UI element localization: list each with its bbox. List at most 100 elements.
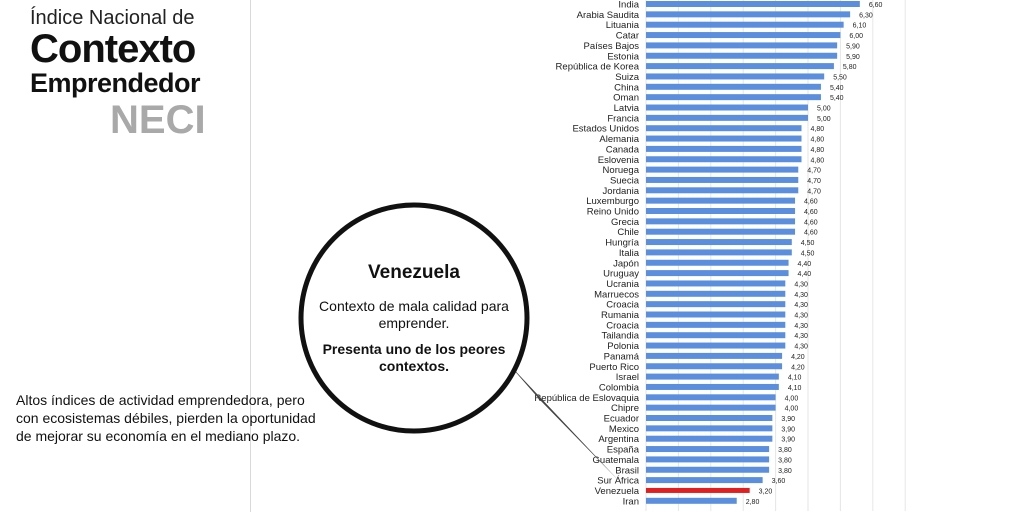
category-label: Grecia — [611, 217, 640, 228]
category-label: Hungría — [605, 238, 640, 249]
bar — [646, 176, 799, 183]
bar — [646, 311, 786, 318]
bar — [646, 94, 821, 101]
category-label: Puerto Rico — [589, 362, 639, 373]
bar — [646, 415, 773, 421]
category-label: República de Korea — [556, 62, 640, 73]
value-label: 4,80 — [811, 147, 825, 154]
value-label: 4,30 — [794, 281, 808, 288]
category-label: Catar — [616, 31, 639, 42]
category-label: Italia — [619, 248, 640, 259]
category-label: Países Bajos — [584, 41, 640, 52]
bar — [646, 208, 796, 214]
category-label: India — [618, 0, 639, 11]
value-label: 3,80 — [778, 447, 792, 454]
category-label: Suiza — [615, 72, 639, 83]
bar — [646, 290, 786, 297]
category-label: Chipre — [611, 403, 639, 414]
value-label: 3,90 — [781, 437, 795, 444]
bar — [646, 259, 789, 266]
bar — [646, 73, 825, 80]
callout-pointer — [505, 360, 620, 482]
bar — [646, 270, 789, 277]
title-acronym: NECI — [110, 98, 206, 142]
category-label: Argentina — [598, 434, 639, 445]
title-line-3: Emprendedor — [30, 68, 201, 98]
category-label: Alemania — [599, 134, 639, 145]
category-label: Oman — [613, 93, 639, 104]
bar — [646, 404, 776, 411]
value-label: 5,80 — [843, 64, 857, 71]
value-label: 5,00 — [817, 106, 831, 113]
value-label: 6,00 — [849, 33, 863, 40]
value-label: 4,80 — [811, 137, 825, 144]
value-label: 3,90 — [781, 426, 795, 433]
bar — [646, 135, 802, 142]
value-label: 4,10 — [788, 385, 802, 392]
bar — [646, 63, 834, 70]
bar — [646, 249, 792, 256]
value-label: 4,30 — [794, 333, 808, 340]
value-label: 4,60 — [804, 199, 818, 206]
category-label: China — [614, 82, 640, 93]
bar — [646, 156, 802, 163]
bar — [646, 218, 796, 225]
value-label: 3,80 — [778, 468, 792, 475]
bar — [646, 373, 779, 380]
value-label: 5,00 — [817, 116, 831, 123]
value-label: 4,30 — [794, 344, 808, 351]
value-label: 2,80 — [746, 499, 760, 506]
title-line-2: Contexto — [30, 27, 196, 71]
bar — [646, 228, 796, 235]
bar — [646, 435, 773, 442]
category-label: Japón — [613, 258, 639, 269]
value-label: 6,10 — [853, 23, 867, 30]
bar — [646, 32, 841, 39]
bar — [646, 425, 773, 432]
category-label: Guatemala — [593, 455, 640, 466]
bar — [646, 477, 763, 484]
value-label: 3,20 — [759, 488, 773, 495]
category-label: Colombia — [599, 382, 640, 393]
bar — [646, 394, 776, 401]
category-label: Luxemburgo — [586, 196, 639, 207]
bar — [646, 239, 792, 246]
category-label: Arabia Saudita — [577, 10, 640, 21]
category-label: Latvia — [614, 103, 640, 114]
bar — [646, 125, 802, 132]
category-label: Francia — [607, 113, 639, 124]
bar — [646, 104, 808, 111]
category-label: Polonia — [607, 341, 639, 352]
bar — [646, 321, 786, 328]
category-label: Marruecos — [594, 289, 639, 300]
bar — [646, 145, 802, 152]
value-label: 4,00 — [785, 406, 799, 413]
bar — [646, 466, 770, 473]
bar — [646, 456, 770, 463]
category-label: Estonia — [607, 51, 639, 62]
value-label: 4,60 — [804, 219, 818, 226]
bar — [646, 21, 844, 28]
category-label: Israel — [616, 372, 639, 383]
value-label: 4,70 — [807, 188, 821, 195]
bar — [646, 352, 783, 359]
value-label: 4,40 — [798, 271, 812, 278]
category-label: Croacia — [606, 300, 639, 311]
divider-line — [250, 0, 251, 512]
value-label: 4,10 — [788, 375, 802, 382]
category-label: Brasil — [615, 465, 639, 476]
category-label: República de Eslovaquia — [534, 393, 639, 404]
value-label: 6,60 — [869, 2, 883, 9]
bar — [646, 1, 860, 7]
bar — [646, 166, 799, 173]
category-label: Suecia — [610, 175, 640, 186]
category-label: Panamá — [604, 351, 640, 362]
category-label: España — [607, 445, 640, 456]
category-label: Reino Unido — [587, 207, 639, 218]
value-label: 4,20 — [791, 364, 805, 371]
category-label: Iran — [623, 496, 639, 507]
category-label: Canada — [606, 144, 640, 155]
value-label: 4,30 — [794, 302, 808, 309]
category-label: Jordania — [603, 186, 640, 197]
